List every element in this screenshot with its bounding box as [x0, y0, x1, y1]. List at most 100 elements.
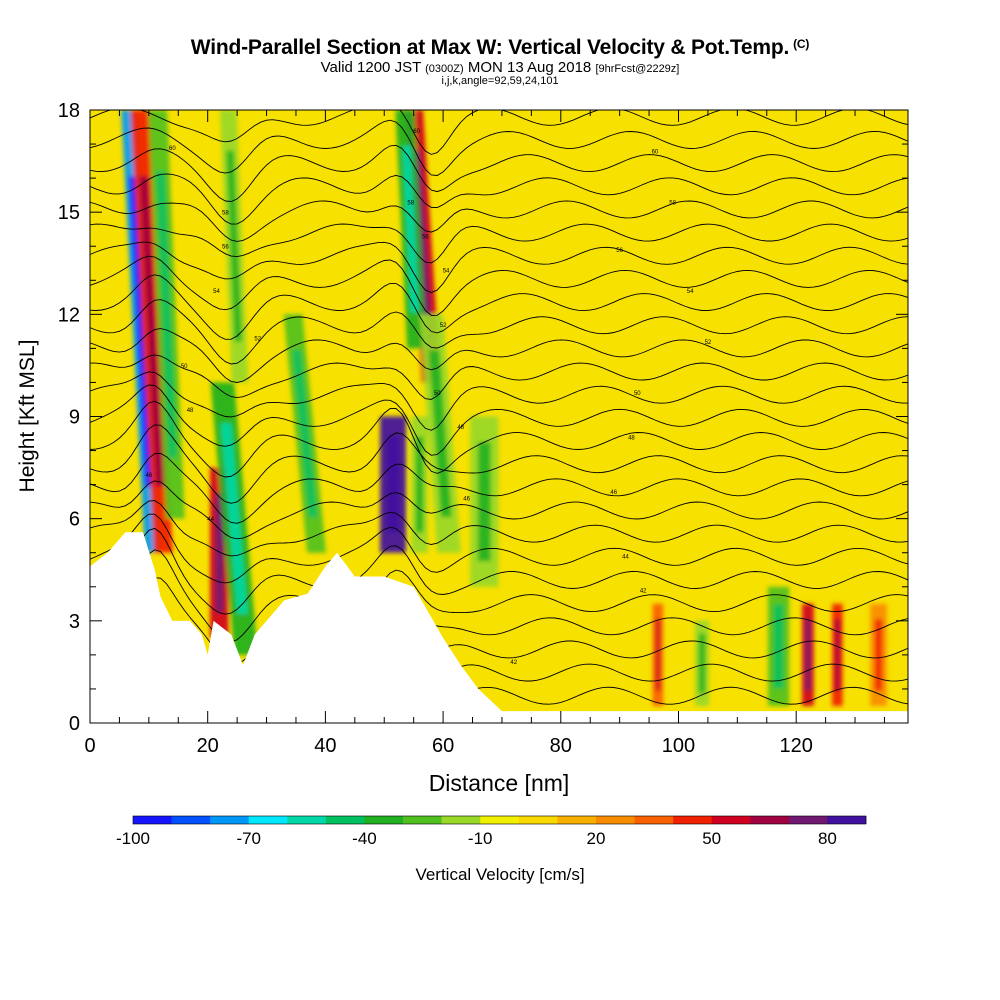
contour-label: 54 [443, 269, 450, 275]
theta-contour [90, 110, 908, 155]
colorbar-tick-label: -10 [468, 829, 493, 848]
colorbar-swatch [827, 816, 867, 824]
y-tick-label: 15 [58, 202, 80, 224]
theta-contour [90, 144, 908, 202]
colorbar-swatch [287, 816, 327, 824]
contour-label: 60 [413, 129, 420, 135]
theta-contour [90, 354, 908, 400]
contour-label: 46 [610, 490, 617, 496]
colorbar-tick-label: 80 [818, 829, 837, 848]
valid-time: Valid 1200 JST [320, 59, 421, 76]
y-tick-label: 3 [69, 611, 80, 633]
colorbar-swatch [557, 816, 597, 824]
colorbar-swatch [788, 816, 828, 824]
terrain [90, 532, 908, 723]
contour-label: 56 [222, 245, 229, 251]
theta-contour [90, 452, 908, 524]
contour-label: 58 [222, 211, 229, 217]
theta-contour [90, 328, 908, 383]
y-tick-label: 6 [69, 509, 80, 531]
theta-contour [90, 400, 908, 478]
colorbar-tick-label: -70 [236, 829, 261, 848]
x-axis: 0 20 40 60 80 100 120 [84, 110, 885, 757]
contour-label: 60 [652, 149, 659, 155]
contour-label: 54 [687, 289, 694, 295]
theta-contour [90, 200, 908, 242]
chart-title-units: (C) [793, 37, 810, 51]
forecast-info: [9hrFcst@2229z] [595, 63, 680, 75]
chart-title: Wind-Parallel Section at Max W: Vertical… [0, 36, 1000, 60]
velocity-core [834, 619, 840, 691]
x-tick-label: 20 [197, 735, 219, 757]
velocity-core [220, 423, 248, 615]
contour-label: 46 [463, 497, 470, 503]
theta-contour [90, 527, 908, 615]
colorbar-frame [132, 815, 867, 825]
contour-label: 50 [634, 391, 641, 397]
contour-label: 58 [669, 200, 676, 206]
velocity-core [698, 633, 706, 694]
contour-label: 48 [187, 408, 194, 414]
colorbar-swatch [403, 816, 442, 824]
contour-label: 56 [422, 235, 429, 241]
section-indices: i,j,k,angle=92,59,24,101 [441, 75, 559, 87]
contour-label: 44 [622, 555, 629, 561]
theta-contour [90, 424, 908, 504]
colorbar-swatch [711, 816, 751, 824]
contour-label: 44 [207, 517, 214, 523]
x-tick-label: 80 [550, 735, 572, 757]
contour-label: 52 [254, 337, 261, 343]
theta-contour [90, 241, 908, 294]
valid-date: MON 13 Aug 2018 [467, 59, 592, 76]
y-tick-label: 0 [69, 713, 80, 735]
theta-contour [90, 173, 908, 225]
valid-time-utc: (0300Z) [425, 63, 464, 75]
colorbar-swatch [325, 816, 365, 824]
contour-label: 58 [407, 200, 414, 206]
contour-labels: 60 58 56 54 52 50 48 46 44 60 58 56 54 52 50 48 46 42 60 58… [146, 129, 712, 666]
contour-label: 60 [169, 146, 176, 152]
velocity-core [156, 171, 177, 458]
colorbar-swatch [673, 816, 712, 824]
velocity-core [805, 619, 811, 691]
velocity-core [874, 619, 883, 691]
theta-contour [90, 500, 908, 557]
colorbar-swatch [364, 816, 404, 824]
theta-contour [90, 371, 908, 431]
velocity-core [428, 350, 452, 517]
chart-subtitle: Valid 1200 JST (0300Z) MON 13 Aug 2018 [… [0, 59, 1000, 76]
velocity-field [121, 110, 887, 706]
y-tick-label: 18 [58, 100, 80, 122]
contour-label: 42 [640, 589, 647, 595]
x-tick-label: 0 [84, 735, 95, 757]
velocity-core [128, 176, 152, 487]
colorbar-swatch [133, 816, 172, 824]
contour-label: 50 [434, 391, 441, 397]
theta-contour [90, 513, 908, 584]
theta-contour [90, 119, 908, 176]
theta-contour [90, 274, 908, 340]
velocity-core [402, 145, 420, 313]
colorbar-swatch [210, 816, 250, 824]
theta-contour [90, 223, 908, 264]
theta-contour [90, 299, 908, 365]
chart-title-text: Wind-Parallel Section at Max W: Vertical… [190, 36, 790, 59]
contour-label: 52 [440, 323, 447, 329]
theta-contour [90, 384, 908, 456]
colorbar-tick-label: -100 [116, 829, 150, 848]
x-tick-label: 40 [314, 735, 336, 757]
theta-contour [90, 480, 908, 540]
colorbar-tick-label: 50 [702, 829, 721, 848]
colorbar-swatch [171, 816, 211, 824]
contour-label: 56 [616, 248, 623, 254]
y-tick-label: 9 [69, 407, 80, 429]
x-tick-label: 120 [779, 735, 812, 757]
contour-label: 52 [705, 340, 712, 346]
colorbar-swatch [248, 816, 288, 824]
colorbar-swatch [480, 816, 520, 824]
velocity-core [292, 350, 318, 517]
x-tick-label: 100 [662, 735, 695, 757]
velocity-core [477, 442, 491, 562]
colorbar-swatch [518, 816, 558, 824]
